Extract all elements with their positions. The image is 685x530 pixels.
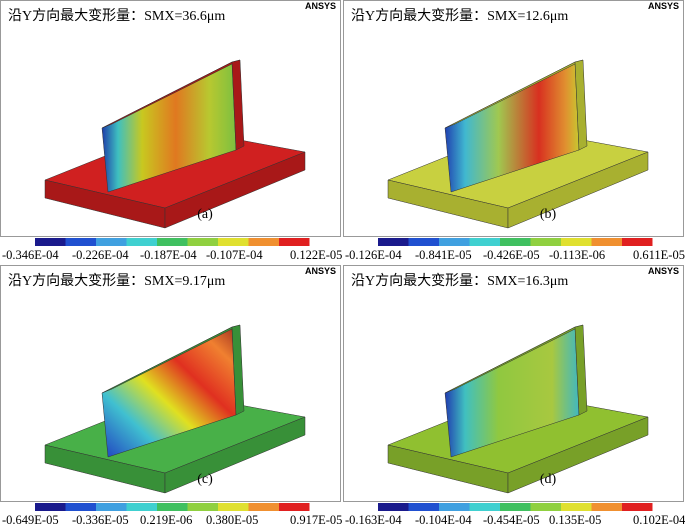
colorbar-cell xyxy=(218,503,249,511)
panel: 沿Y方向最大变形量：SMX=12.6μm ANSYS (b) -0.126E-04 -0… xyxy=(343,0,685,262)
scale-label: -0.649E-05 xyxy=(2,513,59,527)
panel-title: 沿Y方向最大变形量：SMX=16.3μm xyxy=(351,273,568,289)
ansys-logo: ANSYS xyxy=(648,266,679,276)
panel-label: (d) xyxy=(540,472,557,487)
colorbar-cell xyxy=(35,503,66,511)
scale-label: 0.219E-06 xyxy=(140,513,192,527)
base-side xyxy=(164,151,306,229)
wall-side xyxy=(574,59,588,151)
colorbar-cell xyxy=(248,503,279,511)
colorbar-cell xyxy=(96,238,127,246)
colorbar-cell xyxy=(439,238,470,246)
scale-label: -0.187E-04 xyxy=(140,248,197,262)
panel-label: (b) xyxy=(540,207,557,222)
colorbar-cell xyxy=(408,503,439,511)
colorbar-cell xyxy=(65,503,96,511)
panel: 沿Y方向最大变形量：SMX=36.6μm ANSYS (a) -0.346E-04 -0… xyxy=(0,0,342,262)
colorbar-cell xyxy=(408,238,439,246)
colorbar-cell xyxy=(439,503,470,511)
colorbar-cell xyxy=(591,503,622,511)
colorbar-cell xyxy=(187,238,218,246)
scale-label: -0.163E-04 xyxy=(345,513,402,527)
scale-label: -0.113E-06 xyxy=(549,248,605,262)
scale-label: -0.226E-04 xyxy=(72,248,129,262)
scale-label: 0.135E-05 xyxy=(549,513,601,527)
colorbar-cell xyxy=(469,238,500,246)
scale-label: 0.380E-05 xyxy=(206,513,258,527)
colorbar-cell xyxy=(157,238,188,246)
scale-label: -0.841E-05 xyxy=(415,248,472,262)
colorbar-cell xyxy=(126,503,157,511)
scale-label: -0.346E-04 xyxy=(2,248,59,262)
base-side xyxy=(164,416,306,494)
scale-label: -0.426E-05 xyxy=(483,248,540,262)
colorbar-cell xyxy=(530,238,561,246)
panel-title: 沿Y方向最大变形量：SMX=12.6μm xyxy=(351,8,568,24)
scale-label: 0.611E-05 xyxy=(633,248,685,262)
colorbar-cell xyxy=(65,238,96,246)
colorbar-cell xyxy=(378,503,409,511)
ansys-logo: ANSYS xyxy=(648,1,679,11)
scale-label: 0.102E-04 xyxy=(633,513,685,527)
colorbar-cell xyxy=(279,503,310,511)
wall-side xyxy=(231,324,245,416)
colorbar-cell xyxy=(591,238,622,246)
colorbar-cell xyxy=(561,503,592,511)
colorbar-cell xyxy=(279,238,310,246)
colorbar-cell xyxy=(35,238,66,246)
base-side xyxy=(507,416,649,494)
scale-label: -0.126E-04 xyxy=(345,248,402,262)
colorbar-cell xyxy=(469,503,500,511)
colorbar-cell xyxy=(96,503,127,511)
panel-title: 沿Y方向最大变形量：SMX=36.6μm xyxy=(8,8,225,24)
panel-label: (c) xyxy=(197,472,213,487)
colorbar-cell xyxy=(622,503,653,511)
scale-label: -0.336E-05 xyxy=(72,513,129,527)
scale-label: 0.917E-05 xyxy=(290,513,342,527)
panel-label: (a) xyxy=(197,207,213,222)
ansys-logo: ANSYS xyxy=(305,266,336,276)
colorbar-cell xyxy=(157,503,188,511)
wall-side xyxy=(231,59,245,151)
panel-title: 沿Y方向最大变形量：SMX=9.17μm xyxy=(8,273,225,289)
scale-label: -0.104E-04 xyxy=(415,513,472,527)
colorbar-cell xyxy=(248,238,279,246)
panel: 沿Y方向最大变形量：SMX=9.17μm ANSYS (c) -0.649E-05 -0… xyxy=(0,265,342,527)
base-side xyxy=(507,151,649,229)
wall-side xyxy=(574,324,588,416)
scale-label: -0.107E-04 xyxy=(206,248,263,262)
colorbar-cell xyxy=(126,238,157,246)
colorbar-cell xyxy=(500,503,531,511)
colorbar-cell xyxy=(530,503,561,511)
colorbar-cell xyxy=(218,238,249,246)
colorbar-cell xyxy=(622,238,653,246)
colorbar-cell xyxy=(500,238,531,246)
scale-label: -0.454E-05 xyxy=(483,513,540,527)
colorbar-cell xyxy=(561,238,592,246)
colorbar-cell xyxy=(187,503,218,511)
panel: 沿Y方向最大变形量：SMX=16.3μm ANSYS (d) -0.163E-04 -0… xyxy=(343,265,685,527)
scale-label: 0.122E-05 xyxy=(290,248,342,262)
colorbar-cell xyxy=(378,238,409,246)
ansys-logo: ANSYS xyxy=(305,1,336,11)
